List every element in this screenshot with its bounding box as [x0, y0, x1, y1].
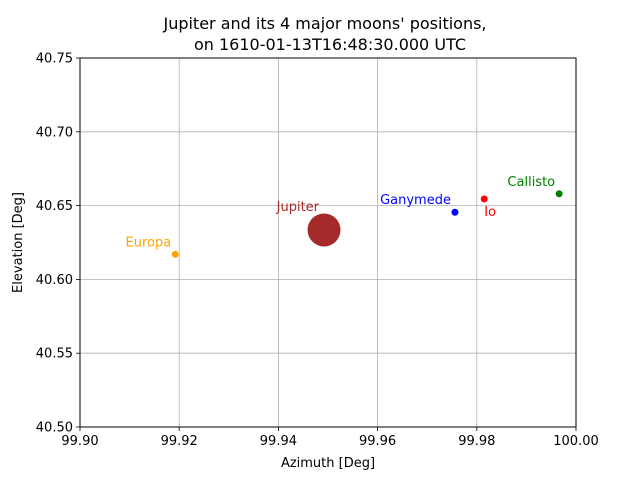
x-tick-label: 99.94	[260, 434, 297, 449]
y-tick-label: 40.55	[36, 347, 73, 362]
chart-title-line1: Jupiter and its 4 major moons' positions…	[162, 14, 486, 33]
data-points: Jupiter Io Europa Ganymede Callisto	[126, 175, 563, 258]
chart-title-line2: on 1610-01-13T16:48:30.000 UTC	[194, 35, 466, 54]
ganymede-marker	[451, 208, 459, 216]
x-tick-label: 99.90	[61, 434, 98, 449]
jupiter-marker	[307, 213, 341, 247]
y-tick-label: 40.60	[36, 273, 73, 288]
europa-marker	[171, 250, 179, 258]
y-tick-label: 40.50	[36, 421, 73, 436]
callisto-marker	[555, 190, 563, 198]
callisto-label: Callisto	[507, 175, 555, 190]
x-tick-label: 99.96	[359, 434, 396, 449]
europa-label: Europa	[126, 235, 172, 250]
jupiter-label: Jupiter	[276, 200, 320, 215]
x-tick-label: 100.00	[553, 434, 599, 449]
x-tick-label: 99.98	[458, 434, 495, 449]
y-axis-label: Elevation [Deg]	[11, 192, 26, 293]
plot-frame	[79, 57, 577, 428]
io-label: Io	[484, 205, 496, 220]
io-marker	[480, 195, 488, 203]
y-tick-label: 40.65	[36, 199, 73, 214]
x-tick-label: 99.92	[161, 434, 198, 449]
y-tick-label: 40.70	[36, 125, 73, 140]
ticks: 99.90 99.92 99.94 99.96 99.98 100.00 40.50 40.5…	[36, 52, 599, 450]
x-axis-label: Azimuth [Deg]	[281, 456, 375, 471]
ganymede-label: Ganymede	[380, 193, 451, 208]
grid	[79, 57, 577, 428]
y-tick-label: 40.75	[36, 52, 73, 67]
